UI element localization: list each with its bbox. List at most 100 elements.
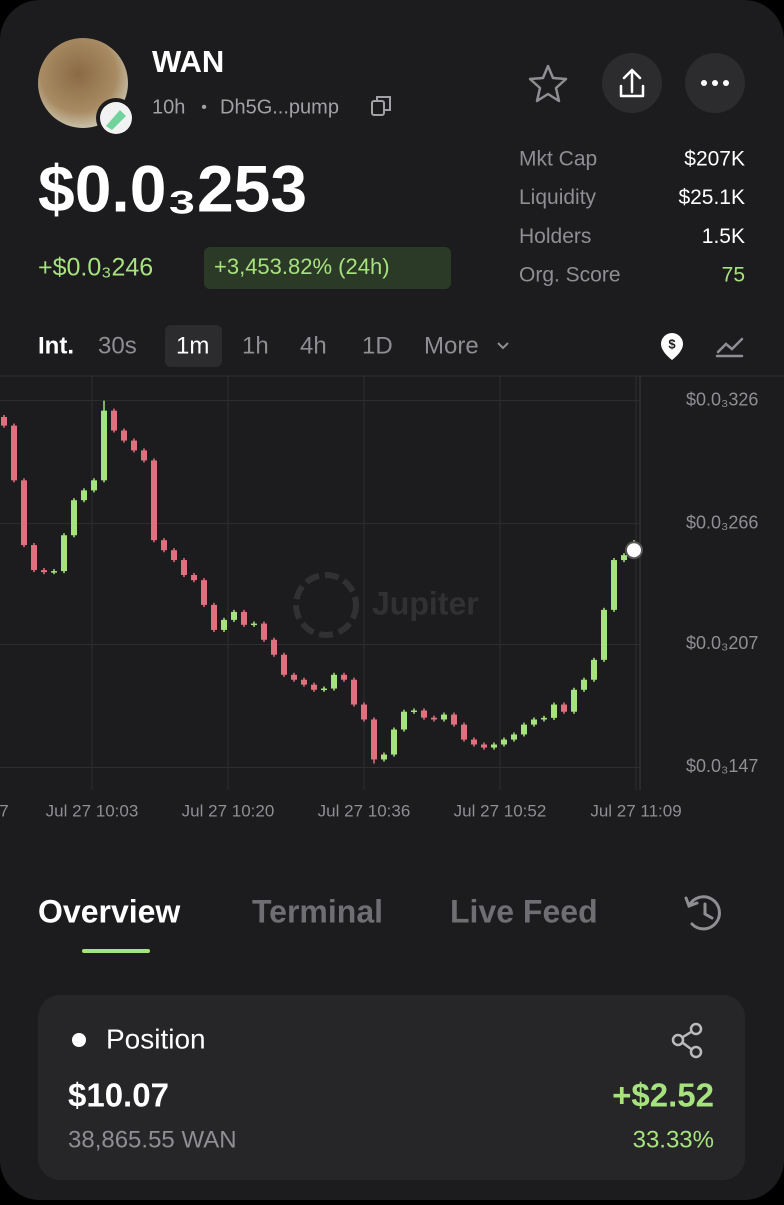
- candle-body: [521, 724, 527, 735]
- history-button[interactable]: [684, 895, 721, 931]
- chevron: [497, 342, 509, 350]
- candle-body: [111, 410, 117, 431]
- candle-body: [391, 729, 397, 755]
- position-title: Position: [106, 1023, 206, 1054]
- candle-body: [171, 550, 177, 561]
- share-button[interactable]: [602, 53, 662, 113]
- stat-label: Mkt Cap: [519, 148, 597, 171]
- candle-body: [271, 639, 277, 655]
- candle-body: [601, 609, 607, 660]
- candle-body: [311, 684, 317, 690]
- candle-body: [471, 739, 477, 745]
- x-tick-label: Jul 27 10:03: [46, 801, 139, 820]
- y-tick-label: $0.0₃266: [686, 512, 758, 532]
- candle-body: [301, 679, 307, 685]
- candle-body: [451, 714, 457, 725]
- interval-bar: Int. 30s 1m 1h 4h 1D More: [38, 332, 509, 359]
- separator: •: [201, 99, 207, 116]
- position-pnl: +$2.52: [612, 1077, 714, 1114]
- position-pnl-pct: 33.33%: [633, 1126, 714, 1153]
- interval-option[interactable]: 1m: [176, 332, 209, 359]
- candle-body: [321, 688, 327, 691]
- more-button[interactable]: [685, 53, 745, 113]
- position-amount: 38,865.55 WAN: [68, 1126, 237, 1153]
- x-tick-label: 7: [0, 801, 9, 820]
- candle-body: [161, 540, 167, 551]
- candle-body: [101, 410, 107, 481]
- candle-body: [401, 711, 407, 730]
- position-card: [38, 995, 745, 1180]
- candle-body: [331, 674, 337, 689]
- candle-body: [121, 430, 127, 441]
- y-tick-label: $0.0₃207: [686, 633, 758, 653]
- interval-option[interactable]: More: [424, 332, 479, 359]
- candle-body: [71, 500, 77, 536]
- candle-body: [141, 450, 147, 461]
- price-change: +$0.0₃246: [38, 254, 153, 282]
- candle-body: [341, 674, 347, 680]
- candle-body: [211, 604, 217, 630]
- price: $0.0₃253: [38, 151, 307, 225]
- price-mode-button[interactable]: $: [661, 333, 683, 360]
- candle-body: [91, 480, 97, 491]
- candle-body: [231, 611, 237, 620]
- candle-body: [221, 619, 227, 630]
- copy-button[interactable]: [371, 96, 391, 116]
- candlestick-chart: 7 Jul 27 10:03 Jul 27 10:20 Jul 27 10:36 Jul…: [0, 376, 758, 820]
- candle-body: [621, 555, 627, 561]
- candle-body: [541, 717, 547, 720]
- interval-option[interactable]: 30s: [98, 332, 137, 359]
- token-name: WAN: [152, 44, 224, 79]
- position-dot: [72, 1033, 86, 1047]
- tab[interactable]: Terminal: [252, 893, 383, 929]
- watermark: Jupiter: [293, 572, 479, 638]
- last-price-marker: [625, 541, 643, 560]
- chart-style-button[interactable]: [715, 337, 744, 358]
- candle-body: [511, 734, 517, 740]
- y-tick-label: $0.0₃326: [686, 389, 758, 409]
- plot: [1, 400, 637, 764]
- interval-option[interactable]: 1h: [242, 332, 269, 359]
- token-address: Dh5G...pump: [220, 96, 339, 118]
- interval-option[interactable]: 4h: [300, 332, 327, 359]
- stat-value: 75: [722, 264, 745, 287]
- candle-body: [581, 679, 587, 690]
- position-share[interactable]: [671, 1022, 703, 1059]
- candle-body: [351, 679, 357, 705]
- candle-body: [431, 717, 437, 720]
- candle-body: [41, 570, 47, 573]
- candle-body: [201, 580, 207, 605]
- active-interval-bg: [165, 325, 222, 367]
- x-tick-label: Jul 27 10:20: [182, 801, 275, 820]
- launchpad-badge: [96, 98, 136, 138]
- token-age: 10h: [152, 96, 185, 118]
- favorite-button[interactable]: [528, 64, 568, 103]
- interval-option[interactable]: 1D: [362, 332, 393, 359]
- tab-indicator: [82, 949, 150, 953]
- x-tick-label: Jul 27 10:52: [454, 801, 547, 820]
- candle-body: [611, 560, 617, 610]
- candle-body: [251, 623, 257, 626]
- stat-value: $25.1K: [678, 186, 745, 209]
- candle-body: [411, 710, 417, 712]
- candle-body: [11, 425, 17, 481]
- candle-body: [241, 611, 247, 625]
- tab[interactable]: Live Feed: [450, 893, 598, 929]
- tabs: Overview Terminal Live Feed: [38, 893, 598, 929]
- y-tick-label: $0.0₃147: [686, 756, 758, 776]
- candle-body: [31, 545, 37, 571]
- candle-body: [561, 704, 567, 712]
- candle-body: [501, 739, 507, 745]
- position-value: $10.07: [68, 1077, 169, 1114]
- candle-body: [361, 704, 367, 720]
- candle-body: [61, 535, 67, 572]
- svg-text:$: $: [668, 336, 676, 351]
- candle-body: [591, 659, 597, 680]
- candle-body: [551, 704, 557, 718]
- stat-label: Org. Score: [519, 264, 621, 287]
- tab[interactable]: Overview: [38, 893, 180, 929]
- change-pill: [204, 247, 451, 289]
- x-tick-label: Jul 27 11:09: [590, 801, 681, 820]
